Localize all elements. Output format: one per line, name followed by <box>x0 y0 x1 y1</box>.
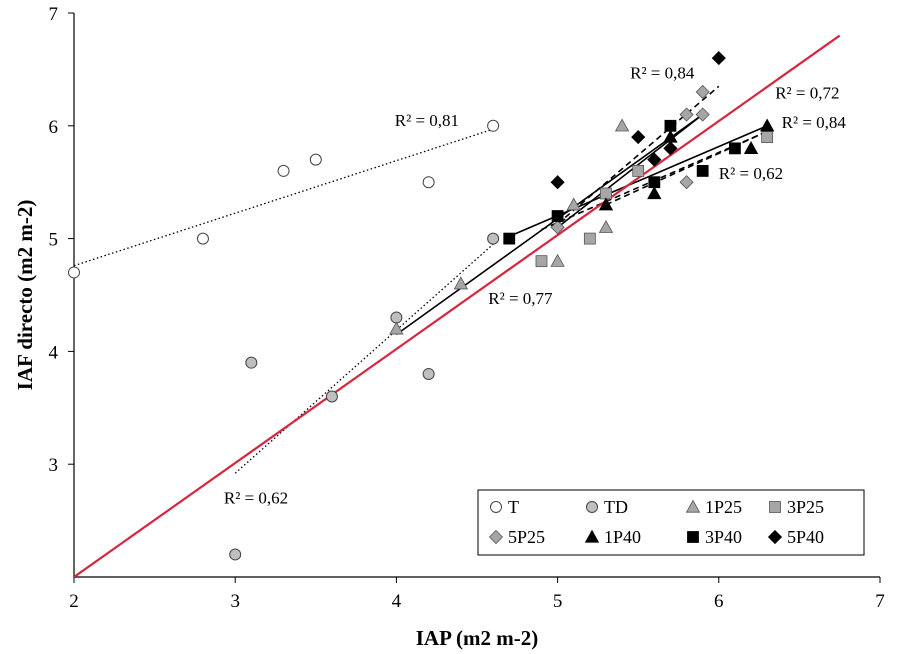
r-squared-label: R² = 0,84 <box>782 113 847 132</box>
r-squared-label: R² = 0,81 <box>395 111 459 130</box>
r-squared-label: R² = 0,77 <box>488 289 553 308</box>
x-tick-label: 5 <box>553 591 563 612</box>
point-1p25 <box>389 321 404 335</box>
point-1p25 <box>453 276 469 290</box>
point-1p25 <box>550 253 565 267</box>
point-3p40 <box>696 165 709 177</box>
point-td <box>245 356 258 369</box>
legend-label-1p40: 1P40 <box>604 527 641 547</box>
r-squared-label: R² = 0,62 <box>719 164 783 183</box>
point-5p40 <box>663 141 678 156</box>
point-1p25 <box>566 197 581 211</box>
point-td <box>325 390 338 403</box>
x-tick-label: 6 <box>714 591 724 612</box>
point-t <box>196 232 209 245</box>
legend-label-3p25: 3P25 <box>787 497 824 517</box>
x-tick-label: 4 <box>392 591 402 612</box>
ticks: 2 3 4 5 6 7 3 4 5 6 7 <box>49 4 885 612</box>
y-tick-label: 4 <box>49 342 59 363</box>
legend-box <box>477 489 865 556</box>
legend-marker-5p40 <box>767 529 783 545</box>
point-3p25 <box>583 232 596 245</box>
x-tick-label: 2 <box>69 591 79 612</box>
point-5p40 <box>711 51 726 66</box>
legend-label-5p25: 5P25 <box>508 527 545 547</box>
x-tick-label: 7 <box>875 591 885 612</box>
point-5p40 <box>647 152 662 167</box>
annotations: R² = 0,81 R² = 0,84 R² = 0,72 R² = 0,84 R² =… <box>224 63 847 507</box>
point-3p40 <box>503 232 516 245</box>
y-axis-title: IAF directo (m2 m-2) <box>13 200 37 391</box>
point-5p25 <box>695 84 710 100</box>
r-squared-label: R² = 0,62 <box>224 489 288 508</box>
legend-marker-1p25 <box>685 499 701 513</box>
legend-marker-t <box>490 501 502 513</box>
point-t <box>487 119 500 132</box>
td-fit-line <box>234 243 494 474</box>
legend-label-5p40: 5P40 <box>787 527 824 547</box>
point-1p40 <box>759 118 775 132</box>
x-tick-label: 3 <box>230 591 240 612</box>
legend-marker-td <box>586 501 598 513</box>
point-3p40 <box>729 142 741 155</box>
point-3p40 <box>551 210 564 222</box>
r-squared-label: R² = 0,72 <box>775 84 839 103</box>
point-td <box>390 311 403 324</box>
legend-marker-3p40 <box>687 531 699 543</box>
r-squared-label: R² = 0,84 <box>630 63 695 82</box>
5p40-fit-line <box>557 113 704 228</box>
1-1-line-line <box>74 34 841 577</box>
point-5p25 <box>679 175 694 190</box>
point-3p25 <box>761 131 774 143</box>
y-tick-label: 3 <box>49 455 59 476</box>
5p25-fit-line <box>557 85 720 225</box>
point-3p25 <box>535 255 548 268</box>
point-3p25 <box>632 165 645 177</box>
point-1p25 <box>598 219 614 233</box>
legend-label-1p25: 1P25 <box>705 497 742 517</box>
point-5p25 <box>550 220 565 235</box>
point-1p25 <box>614 118 630 132</box>
point-td <box>487 232 500 245</box>
point-1p40 <box>647 186 662 200</box>
point-t <box>277 164 290 177</box>
point-t <box>422 176 435 189</box>
point-1p40 <box>598 197 614 211</box>
data-points <box>68 51 775 561</box>
1p25-fit-line <box>395 113 704 336</box>
legend-label-3p40: 3P40 <box>705 527 742 547</box>
point-5p40 <box>550 175 565 190</box>
legend: T TD 1P25 3P25 5P25 1P40 3P40 5P40 <box>477 489 865 556</box>
point-td <box>229 548 242 561</box>
y-tick-label: 7 <box>49 4 59 25</box>
legend-marker-5p25 <box>488 529 504 545</box>
point-5p25 <box>679 107 694 122</box>
legend-marker-1p40 <box>584 529 600 543</box>
point-3p40 <box>648 176 661 189</box>
legend-marker-3p25 <box>769 501 781 513</box>
y-tick-label: 5 <box>49 230 59 251</box>
point-5p40 <box>631 130 646 145</box>
point-td <box>422 367 435 380</box>
axes <box>73 13 880 578</box>
point-1p40 <box>743 141 759 154</box>
legend-label-t: T <box>508 497 519 517</box>
point-t <box>68 266 80 279</box>
point-3p40 <box>664 119 677 132</box>
y-tick-label: 6 <box>49 117 59 138</box>
point-5p25 <box>695 107 710 122</box>
legend-label-td: TD <box>604 497 628 517</box>
x-axis-title: IAP (m2 m-2) <box>416 626 538 650</box>
t-fit-line <box>74 128 494 267</box>
point-3p25 <box>600 187 612 200</box>
point-t <box>309 153 322 166</box>
